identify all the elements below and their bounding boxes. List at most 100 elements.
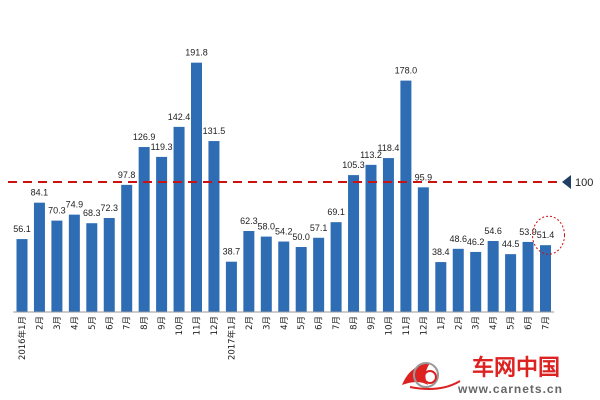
x-tick-labels-group: 2016年1月 2月 3月 4月 5月 6月 7月 8月 9月 10月 11月 12月 2017年1月 2… — [17, 316, 552, 360]
x-tick-label: 3月 — [472, 316, 482, 330]
x-tick-label: 9月 — [367, 316, 377, 330]
x-tick-label: 4月 — [70, 316, 80, 330]
bar — [540, 245, 551, 312]
bar — [400, 80, 412, 312]
bar — [243, 231, 255, 312]
bar — [208, 141, 220, 312]
x-tick-label: 3月 — [262, 316, 272, 330]
bar — [417, 187, 429, 312]
x-tick-label: 5月 — [297, 316, 307, 330]
bar — [487, 241, 499, 312]
bar — [51, 220, 63, 312]
bar — [103, 218, 115, 312]
carnets-logo-icon — [402, 362, 461, 390]
data-label: 70.3 — [48, 206, 66, 216]
bar — [330, 222, 342, 312]
bar — [173, 126, 185, 312]
watermark: 车网中国 www.carnets.cn — [402, 355, 563, 396]
data-label: 56.1 — [13, 224, 31, 234]
data-label: 97.8 — [118, 170, 136, 180]
x-tick-label: 12月 — [419, 316, 429, 335]
data-label: 118.4 — [378, 143, 400, 153]
data-label: 53.9 — [519, 227, 537, 237]
data-label: 126.9 — [133, 132, 156, 142]
bar — [225, 261, 237, 312]
data-label: 119.3 — [151, 142, 173, 152]
x-tick-label: 2017年1月 — [226, 316, 237, 360]
x-tick-label: 6月 — [524, 316, 534, 330]
x-tick-label: 10月 — [175, 316, 185, 335]
bar — [382, 158, 394, 312]
x-tick-label: 12月 — [210, 316, 220, 335]
data-label: 54.2 — [275, 227, 293, 237]
data-label: 62.3 — [240, 216, 258, 226]
x-tick-label: 10月 — [384, 316, 394, 335]
x-tick-label: 8月 — [350, 316, 360, 330]
x-tick-label: 11月 — [402, 316, 412, 335]
x-tick-label: 4月 — [280, 316, 290, 330]
data-label: 131.5 — [203, 126, 226, 136]
data-label: 105.3 — [342, 160, 365, 170]
data-label: 191.8 — [185, 48, 208, 58]
data-label: 38.7 — [223, 247, 241, 257]
bar — [505, 254, 517, 312]
data-label: 142.4 — [168, 112, 191, 122]
data-label: 46.2 — [467, 237, 485, 247]
data-label: 48.6 — [449, 234, 467, 244]
bar — [470, 251, 482, 312]
data-label: 54.6 — [484, 226, 502, 236]
watermark-cn-text: 车网中国 — [472, 355, 560, 381]
data-label: 72.3 — [100, 203, 118, 213]
x-tick-label: 1月 — [437, 316, 447, 330]
reference-label: 100 — [575, 177, 593, 189]
data-label: 113.2 — [360, 150, 382, 160]
x-tick-label: 3月 — [53, 316, 63, 330]
data-label: 74.9 — [66, 200, 84, 210]
bar — [522, 241, 534, 312]
bar — [33, 202, 45, 312]
x-tick-label: 11月 — [193, 316, 203, 335]
bar — [313, 237, 325, 312]
bars-group — [16, 62, 551, 312]
x-tick-label: 7月 — [542, 316, 552, 330]
bar — [365, 164, 377, 312]
x-tick-label: 4月 — [489, 316, 499, 330]
data-label: 38.4 — [432, 247, 450, 257]
highlight-circle — [532, 215, 565, 255]
bar — [16, 239, 28, 312]
bar — [121, 184, 133, 312]
x-tick-label: 2月 — [245, 316, 255, 330]
data-label: 44.5 — [502, 239, 520, 249]
x-tick-label: 6月 — [105, 316, 115, 330]
data-label: 178.0 — [395, 66, 418, 76]
data-label: 50.0 — [292, 232, 310, 242]
x-tick-label: 2月 — [454, 316, 464, 330]
x-tick-label: 7月 — [123, 316, 133, 330]
data-label: 69.1 — [327, 207, 345, 217]
bar — [260, 236, 272, 312]
data-label: 58.0 — [258, 222, 276, 232]
bar — [435, 262, 447, 312]
data-label: 95.9 — [415, 172, 433, 182]
reference-arrow-icon — [562, 175, 571, 189]
x-tick-label: 2月 — [35, 316, 45, 330]
x-tick-label: 9月 — [158, 316, 168, 330]
data-label: 84.1 — [31, 188, 49, 198]
bar — [348, 175, 360, 312]
watermark-url: www.carnets.cn — [457, 382, 563, 396]
x-tick-label: 8月 — [140, 316, 150, 330]
x-tick-label: 6月 — [315, 316, 325, 330]
bar — [278, 241, 290, 312]
bar — [156, 156, 168, 312]
data-label: 57.1 — [310, 223, 328, 233]
x-tick-label: 5月 — [507, 316, 517, 330]
bar — [68, 214, 80, 312]
bar — [452, 248, 464, 312]
x-tick-label: 5月 — [88, 316, 98, 330]
bar — [191, 62, 202, 312]
data-label: 68.3 — [83, 208, 101, 218]
bar — [138, 147, 150, 312]
data-label: 51.4 — [537, 230, 555, 240]
bar — [295, 247, 307, 312]
